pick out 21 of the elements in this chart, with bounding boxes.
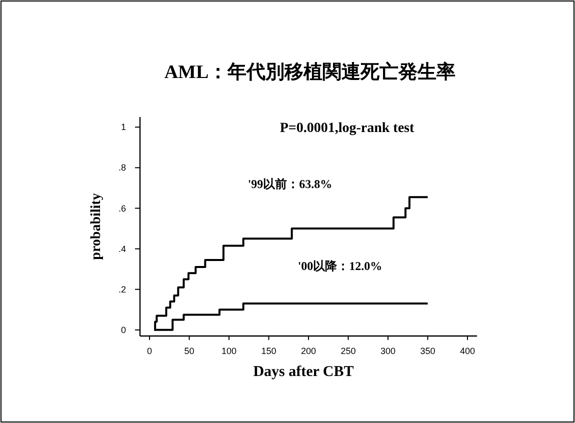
x-tick-label: 0 <box>147 346 152 356</box>
x-axis-title: Days after CBT <box>253 364 354 380</box>
y-tick-label: .6 <box>118 203 126 214</box>
x-tick-label: 250 <box>340 346 356 356</box>
x-tick-label: 200 <box>300 346 316 356</box>
y-tick-label: 0 <box>120 324 126 335</box>
x-tick-label: 350 <box>420 346 436 356</box>
x-tick-label: 100 <box>222 346 237 356</box>
x-tick-label: 150 <box>261 346 276 356</box>
annotation: P=0.0001,log-rank test <box>280 121 415 136</box>
y-tick-label: 1 <box>120 122 126 132</box>
y-tick-label: .4 <box>118 244 126 254</box>
y-tick-label: .8 <box>118 162 126 173</box>
annotation: '99以前：63.8% <box>248 177 332 191</box>
chart-title: AML：年代別移植関連死亡発生率 <box>164 61 456 83</box>
x-tick-label: 300 <box>380 346 396 356</box>
y-tick-label: .2 <box>118 284 126 294</box>
x-tick-label: 50 <box>184 346 194 356</box>
annotation: '00以降：12.0% <box>298 259 382 273</box>
x-tick-label: 400 <box>460 346 475 356</box>
y-axis-title: probability <box>89 193 104 260</box>
